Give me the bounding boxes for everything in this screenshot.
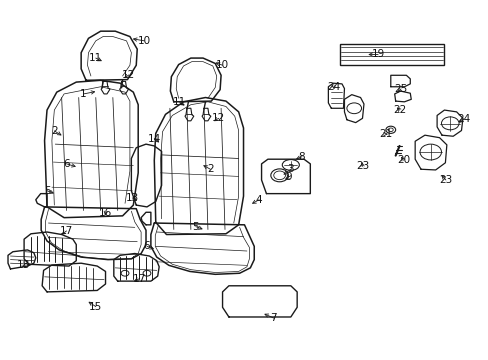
Text: 5: 5 (192, 222, 199, 231)
Text: 22: 22 (392, 105, 406, 115)
Text: 10: 10 (216, 60, 229, 70)
Text: 5: 5 (43, 186, 50, 196)
Text: 24: 24 (326, 82, 340, 92)
Text: 16: 16 (99, 208, 112, 218)
Text: 18: 18 (17, 260, 30, 270)
Text: 20: 20 (396, 155, 409, 165)
Text: 6: 6 (143, 241, 150, 251)
Text: 11: 11 (89, 53, 102, 63)
Text: 9: 9 (285, 172, 291, 183)
Text: 11: 11 (173, 97, 186, 107)
Text: 8: 8 (298, 152, 305, 162)
Text: 15: 15 (89, 302, 102, 312)
Bar (339, 44, 444, 64)
Text: 2: 2 (206, 164, 213, 174)
Text: 19: 19 (371, 49, 384, 59)
Text: 17: 17 (60, 226, 73, 236)
Text: 24: 24 (456, 114, 469, 124)
Text: 21: 21 (379, 129, 392, 139)
Text: 7: 7 (270, 313, 277, 323)
Text: 2: 2 (51, 126, 58, 136)
Text: 12: 12 (212, 113, 225, 123)
Text: 23: 23 (438, 175, 451, 185)
Text: 12: 12 (122, 70, 135, 80)
Text: 13: 13 (125, 193, 139, 203)
Text: 1: 1 (80, 89, 87, 99)
Text: 6: 6 (63, 159, 70, 169)
Text: 14: 14 (147, 134, 161, 144)
Text: 10: 10 (138, 36, 151, 46)
Text: 23: 23 (355, 161, 368, 171)
Text: 3: 3 (287, 164, 294, 174)
Text: 25: 25 (394, 84, 407, 94)
Text: 4: 4 (255, 195, 262, 205)
Text: 17: 17 (133, 274, 146, 284)
